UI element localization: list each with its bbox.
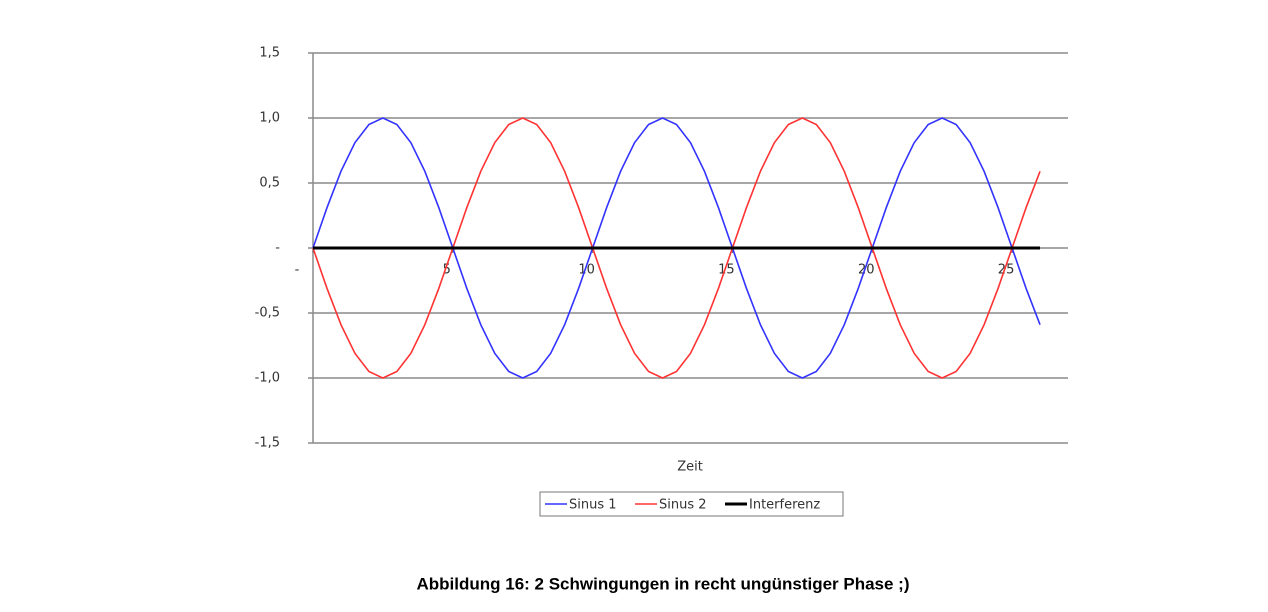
x-axis-label: Zeit bbox=[677, 460, 703, 475]
y-tick-label: 1,5 bbox=[259, 46, 280, 61]
y-tick-label: -0,5 bbox=[255, 306, 280, 321]
legend-label: Interferenz bbox=[749, 498, 820, 513]
legend-box bbox=[539, 491, 844, 517]
line-series bbox=[312, 117, 1041, 379]
y-tick-label: 1,0 bbox=[259, 111, 280, 126]
x-tick-label: 20 bbox=[858, 263, 875, 278]
legend-label: Sinus 1 bbox=[569, 498, 617, 513]
x-tick-label: 15 bbox=[718, 263, 735, 278]
caption: Abbildung 16: 2 Schwingungen in recht un… bbox=[416, 574, 909, 593]
x-tick-label: 25 bbox=[998, 263, 1015, 278]
x-tick-label: 5 bbox=[443, 263, 451, 278]
x-tick-label: 10 bbox=[578, 263, 595, 278]
line-series bbox=[312, 117, 1041, 379]
y-tick-label: -1,5 bbox=[255, 436, 280, 451]
legend-label: Sinus 2 bbox=[659, 498, 707, 513]
y-tick-label: 0,5 bbox=[259, 176, 280, 191]
x-tick-label: - bbox=[295, 263, 300, 278]
y-tick-label: -1,0 bbox=[255, 371, 280, 386]
y-tick-label: - bbox=[275, 241, 280, 256]
